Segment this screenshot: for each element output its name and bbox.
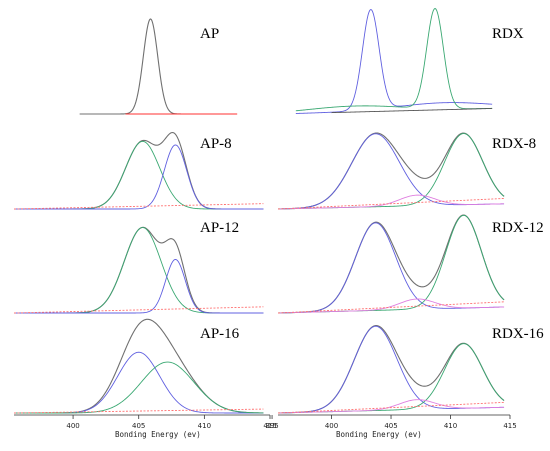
left-axis-tick-label-410: 410 — [198, 422, 211, 430]
right-axis-tick-label-400: 400 — [325, 422, 338, 430]
right-axis-tick-label-405: 405 — [384, 422, 397, 430]
panel-rdx-12-component-line-1 — [277, 222, 505, 314]
panel-rdx-16-component-line-3 — [277, 399, 505, 414]
panel-ap-12-component-line-2 — [14, 259, 264, 314]
panel-ap — [79, 18, 238, 115]
panel-label-ap-12: AP-12 — [200, 220, 239, 236]
left-x-axis: 400 405 410 415 Bonding Energy (ev) — [14, 414, 277, 439]
panel-rdx-12-component-line-3 — [277, 298, 505, 314]
panel-rdx-8-component-line-1 — [277, 133, 505, 210]
panel-label-rdx: RDX — [492, 26, 524, 42]
panel-rdx-16-baseline-line-4 — [277, 401, 505, 414]
right-axis-tick-label-415: 415 — [503, 422, 516, 430]
panel-rdx-12-component-line-2 — [277, 214, 505, 314]
panel-label-rdx-8: RDX-8 — [492, 136, 536, 152]
panel-rdx-8-component-line-2 — [277, 133, 505, 210]
panel-ap-8 — [13, 131, 264, 210]
panel-rdx — [295, 7, 493, 114]
right-axis-ticks: 395 400 405 410 415 — [265, 415, 517, 430]
panel-rdx-8 — [277, 132, 505, 210]
panel-rdx-16-envelope-line-0 — [277, 325, 505, 414]
panel-label-ap-8: AP-8 — [200, 136, 232, 152]
panel-rdx-12-envelope-line-0 — [277, 214, 505, 314]
panel-label-ap-16: AP-16 — [200, 326, 240, 342]
panel-ap-8-baseline-line-3 — [13, 203, 264, 210]
panel-rdx-16-component-line-1 — [277, 325, 505, 414]
panel-rdx-12-baseline-line-4 — [277, 301, 505, 314]
right-axis-title: Bonding Energy (ev) — [336, 430, 422, 439]
right-axis-tick-label-410: 410 — [444, 422, 457, 430]
panel-ap-16 — [13, 318, 264, 414]
panel-ap-8-component-line-2 — [14, 144, 264, 210]
panel-rdx-component-line-0 — [295, 8, 493, 114]
right-axis-tick-label-395: 395 — [265, 422, 278, 430]
panel-rdx-8-envelope-line-0 — [277, 132, 505, 210]
left-axis-ticks: 400 405 410 415 — [66, 415, 277, 430]
panel-ap-12-envelope-line-0 — [14, 226, 264, 314]
spectra-curves — [13, 7, 505, 414]
panel-rdx-component-line-1 — [295, 7, 493, 112]
panel-label-rdx-16: RDX-16 — [492, 326, 544, 342]
panel-ap-envelope-line-0 — [79, 18, 192, 115]
panel-rdx-16 — [277, 325, 505, 414]
panel-rdx-baseline-line-2 — [331, 108, 493, 114]
panel-label-ap: AP — [200, 26, 219, 42]
panel-ap-16-component-line-2 — [14, 361, 264, 414]
panel-rdx-16-component-line-2 — [277, 343, 505, 414]
left-axis-tick-label-400: 400 — [66, 422, 79, 430]
panel-rdx-12 — [277, 214, 505, 314]
left-axis-tick-label-405: 405 — [132, 422, 145, 430]
right-x-axis: 395 400 405 410 415 Bonding Energy (ev) — [265, 414, 517, 439]
panel-rdx-8-baseline-line-4 — [277, 198, 505, 210]
panel-label-rdx-12: RDX-12 — [492, 220, 544, 236]
panel-ap-12-component-line-1 — [14, 227, 264, 314]
panel-ap-16-baseline-line-3 — [13, 408, 264, 414]
left-axis-title: Bonding Energy (ev) — [115, 430, 201, 439]
panel-ap-16-component-line-1 — [14, 351, 264, 414]
panel-ap-12 — [13, 226, 264, 314]
panel-rdx-8-component-line-3 — [277, 194, 505, 210]
left-axis-tick-label-415: 415 — [263, 422, 276, 430]
panel-ap-12-baseline-line-3 — [13, 306, 264, 314]
